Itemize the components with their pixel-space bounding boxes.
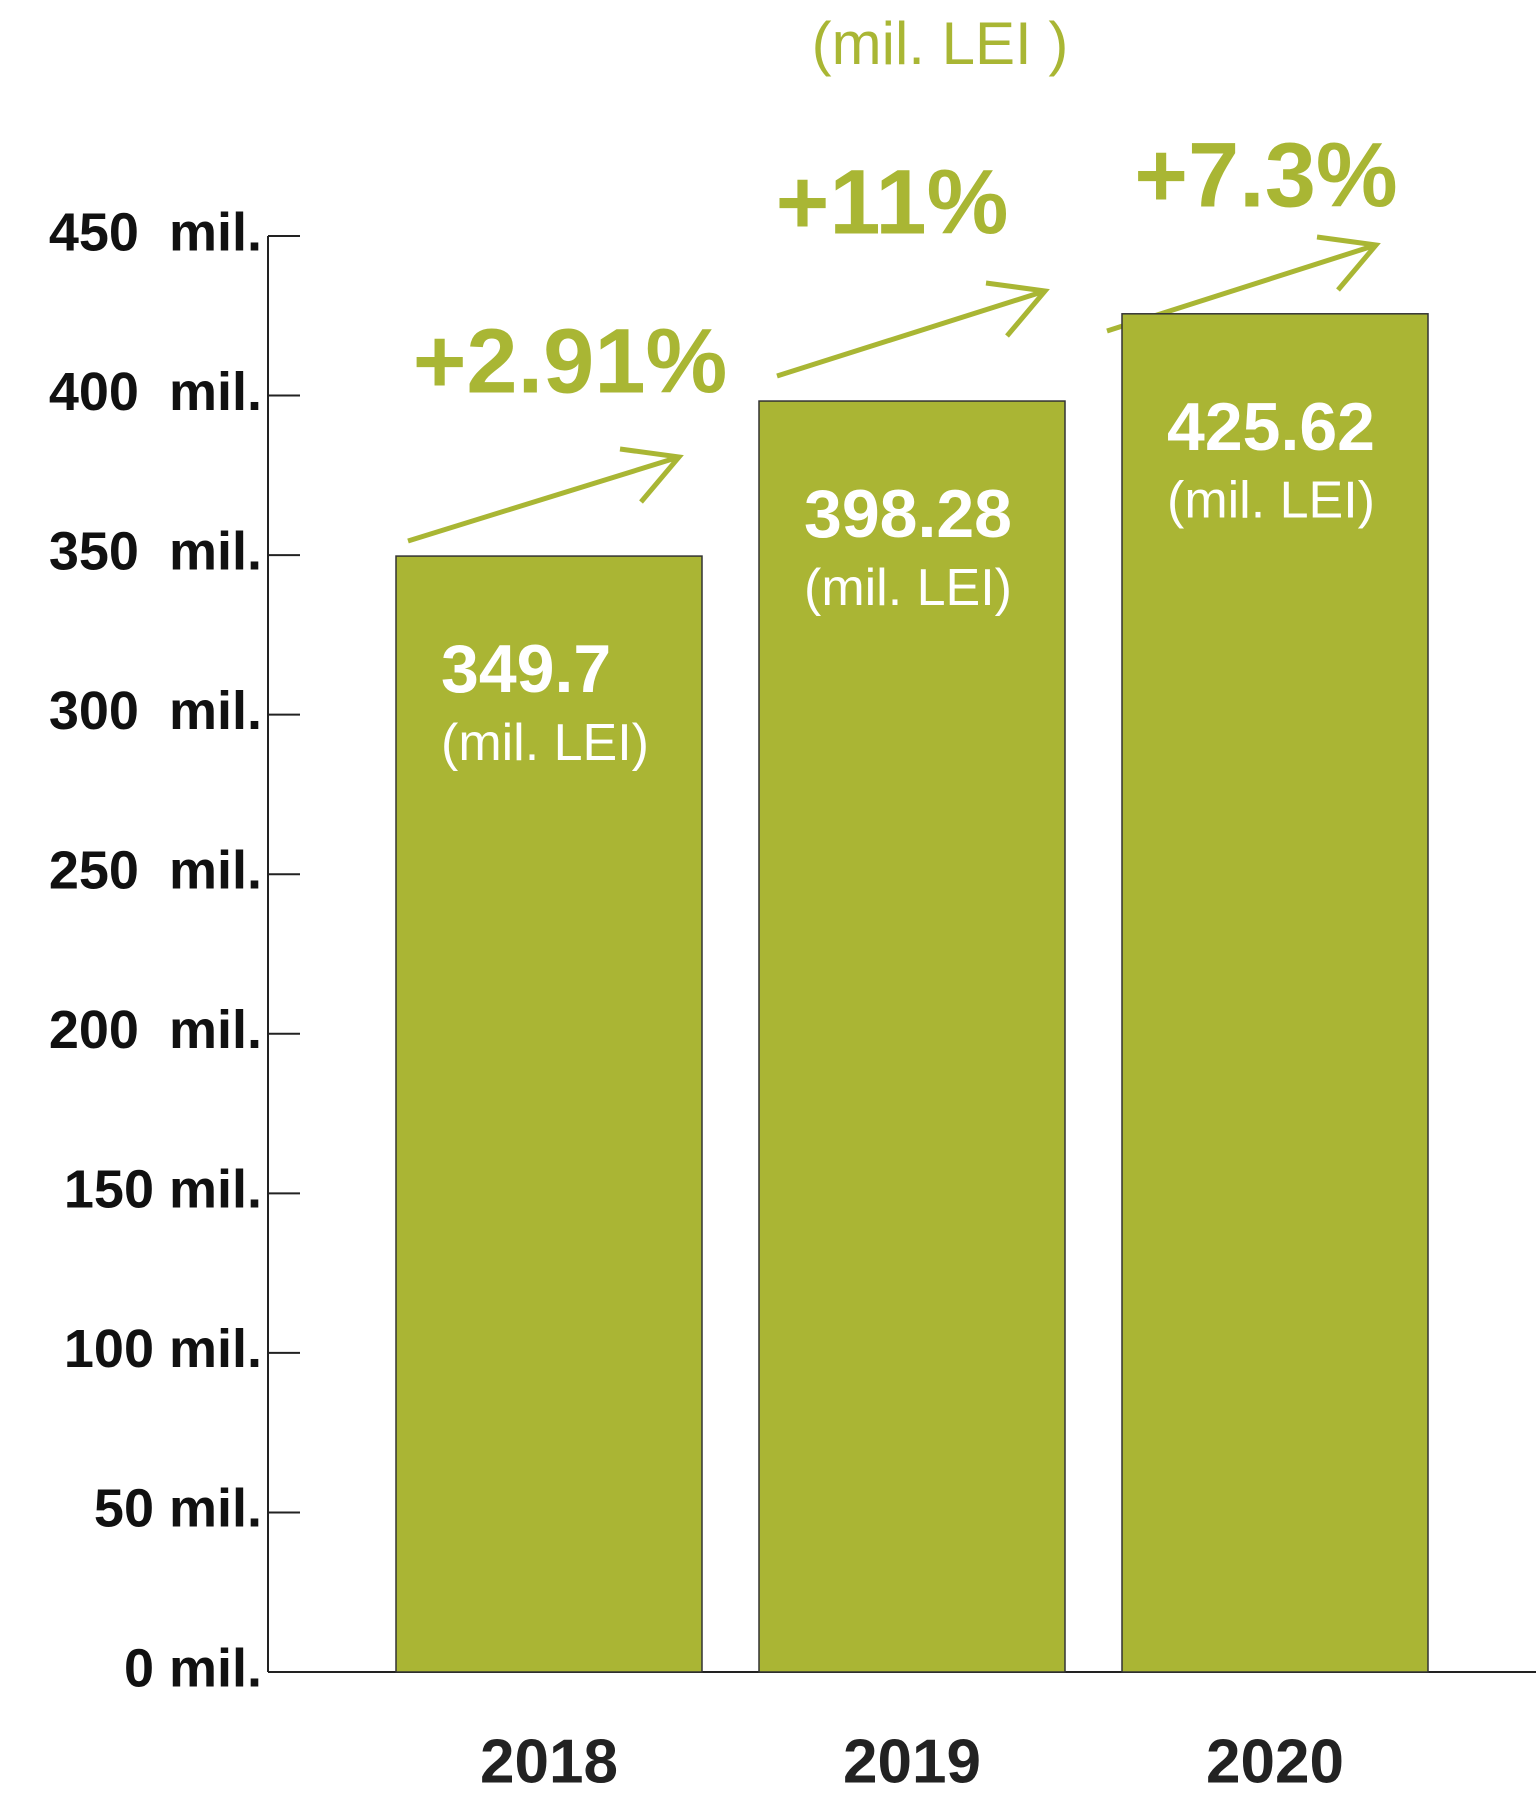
bar [758,400,1066,1673]
y-tick-label: 250 mil. [49,840,262,900]
bar [1121,313,1429,1673]
x-tick-label: 2020 [1206,1727,1344,1796]
arrow [407,454,680,544]
value-label: 425.62 [1167,389,1375,465]
unit-label: (mil. LEI) [1167,472,1375,530]
arrow [776,288,1046,379]
unit-label: (mil. LEI) [804,559,1012,617]
y-tick-label: 100 mil. [64,1319,262,1379]
chart-title: (mil. LEI ) [812,10,1069,77]
annotation: +2.91% [413,310,728,412]
value-label: 398.28 [804,476,1012,552]
annotation: +7.3% [1134,124,1397,226]
y-tick-label: 300 mil. [49,681,262,741]
y-tick-label: 400 mil. [49,362,262,422]
bar [395,555,703,1673]
annotation: +11% [776,151,1009,253]
y-tick-label: 0 mil. [124,1638,262,1698]
value-label: 349.7 [441,631,611,707]
y-tick-label: 350 mil. [49,521,262,581]
x-tick-label: 2019 [843,1727,981,1796]
x-tick-label: 2018 [480,1727,618,1796]
y-tick-label: 50 mil. [94,1479,262,1539]
y-tick-label: 150 mil. [64,1160,262,1220]
y-tick-label: 200 mil. [49,1000,262,1060]
arrow-head [985,280,1050,338]
unit-label: (mil. LEI) [441,714,649,772]
y-tick-label: 450 mil. [49,202,262,262]
arrow-head [1316,234,1381,292]
arrow-head [619,446,684,504]
